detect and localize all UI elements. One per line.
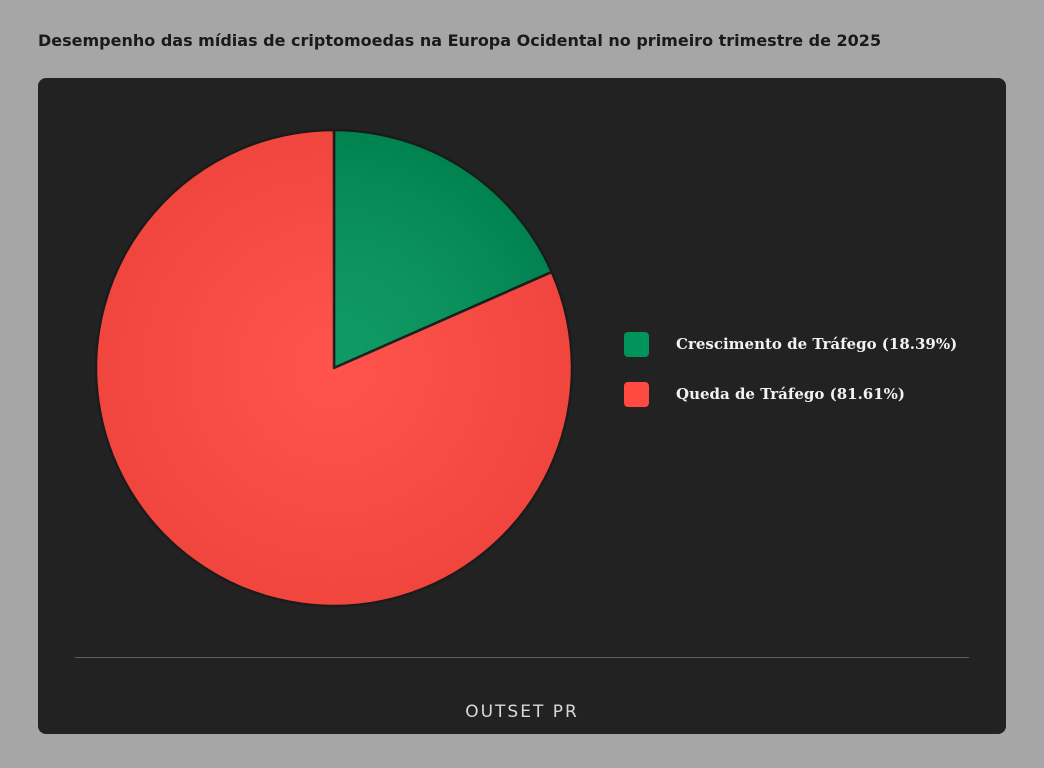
- legend-swatch-decline: [624, 381, 649, 407]
- legend-label-decline: Queda de Tráfego (81.61%): [676, 385, 906, 403]
- footer-divider: [75, 657, 969, 658]
- brand-logo: OUTSET PR: [465, 702, 579, 722]
- legend: Crescimento de Tráfego (18.39%) Queda de…: [624, 330, 957, 430]
- legend-swatch-growth: [624, 331, 649, 357]
- legend-item-growth: Crescimento de Tráfego (18.39%): [624, 330, 957, 358]
- chart-title: Desempenho das mídias de criptomoedas na…: [38, 31, 882, 50]
- pie-slices: [94, 128, 574, 608]
- chart-panel: Crescimento de Tráfego (18.39%) Queda de…: [38, 78, 1006, 734]
- legend-item-decline: Queda de Tráfego (81.61%): [624, 380, 957, 408]
- legend-label-growth: Crescimento de Tráfego (18.39%): [676, 335, 958, 353]
